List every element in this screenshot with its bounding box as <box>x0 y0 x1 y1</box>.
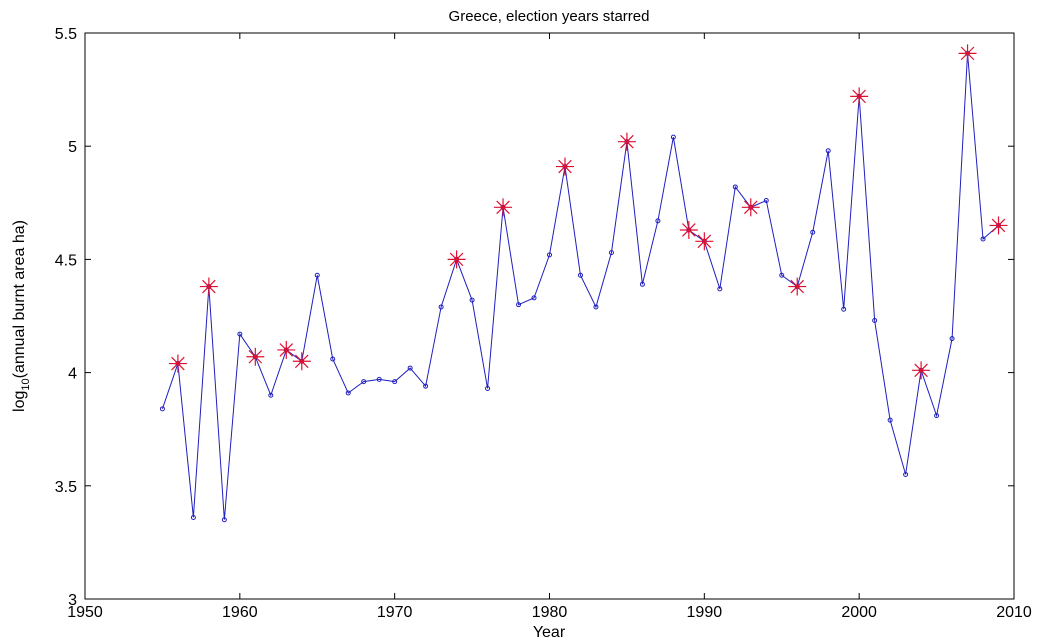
y-tick-label: 4 <box>68 366 77 383</box>
election-star-marker <box>168 354 187 373</box>
star-stroke <box>682 223 696 237</box>
data-point <box>732 184 738 190</box>
y-tick-label: 5.5 <box>55 26 77 43</box>
x-tick-label: 2010 <box>996 604 1032 621</box>
star-stroke <box>914 363 928 378</box>
data-point <box>547 252 552 258</box>
star-stroke <box>620 134 634 149</box>
star-stroke <box>202 279 216 294</box>
data-point <box>469 297 475 303</box>
election-star-marker <box>989 216 1008 235</box>
y-axis-label-rest: (annual burnt area ha) <box>11 220 28 378</box>
star-stroke <box>697 234 712 249</box>
y-tick-label: 3.5 <box>55 479 77 496</box>
star-stroke <box>960 46 975 61</box>
y-tick-label: 4.5 <box>55 252 77 269</box>
election-star-marker <box>617 132 636 151</box>
election-star-marker <box>912 361 931 380</box>
data-point <box>779 272 785 278</box>
data-point <box>577 272 583 278</box>
data-point <box>903 471 909 477</box>
data-point <box>268 392 274 398</box>
data-point <box>407 365 413 371</box>
election-star-marker <box>292 352 311 371</box>
data-point <box>887 417 893 423</box>
data-point <box>639 281 645 287</box>
x-tick-label: 2000 <box>841 604 877 621</box>
data-point <box>810 229 816 235</box>
election-star-marker <box>958 44 977 63</box>
star-stroke <box>248 349 263 364</box>
election-star-marker <box>447 250 466 269</box>
election-star-marker <box>494 198 513 217</box>
star-stroke <box>852 89 866 104</box>
data-point <box>237 331 243 337</box>
star-stroke <box>279 343 294 357</box>
data-point <box>670 134 676 140</box>
chart-marks <box>159 44 1008 523</box>
star-stroke <box>171 356 185 371</box>
election-star-marker <box>277 340 296 359</box>
y-axis-label: log10(annual burnt area ha) <box>11 220 32 412</box>
data-point <box>438 304 444 310</box>
data-point <box>593 304 599 310</box>
data-point <box>934 413 940 419</box>
x-tick-label: 1960 <box>222 604 258 621</box>
x-tick-label: 1980 <box>532 604 568 621</box>
data-point <box>608 250 614 256</box>
x-tick-label: 1970 <box>377 604 413 621</box>
data-point <box>392 379 398 385</box>
data-point <box>376 376 382 382</box>
election-star-marker <box>788 277 807 296</box>
chart-title: Greece, election years starred <box>449 8 650 25</box>
star-stroke <box>558 159 572 174</box>
data-point <box>485 385 491 391</box>
data-point <box>763 198 769 204</box>
plot-area <box>84 32 1015 600</box>
data-point <box>980 236 986 242</box>
data-point <box>423 383 429 389</box>
star-stroke <box>790 279 805 294</box>
data-point <box>531 295 537 301</box>
data-point <box>655 218 661 224</box>
data-point <box>872 318 878 324</box>
data-point <box>361 379 367 385</box>
election-star-marker <box>555 157 574 176</box>
y-axis-label-subscript: 10 <box>20 378 32 390</box>
x-axis-label: Year <box>533 624 566 641</box>
x-tick-label: 1990 <box>687 604 723 621</box>
y-tick-label: 5 <box>68 139 77 156</box>
data-point <box>825 148 831 154</box>
star-stroke <box>294 354 309 369</box>
election-star-marker <box>850 87 869 106</box>
star-stroke <box>991 218 1006 233</box>
data-point <box>516 302 522 308</box>
axis-ticks: 1950 1960 1970 1980 1990 2000 2010 3 3.5 4 4.5 5 5.5 <box>55 26 1032 621</box>
election-star-marker <box>679 220 698 239</box>
election-star-marker <box>246 347 265 366</box>
star-stroke <box>743 200 758 215</box>
election-star-marker <box>199 277 218 296</box>
data-point <box>190 514 196 520</box>
election-star-marker <box>695 232 714 251</box>
x-tick-label: 1950 <box>67 604 103 621</box>
data-point <box>717 286 723 292</box>
data-point <box>345 390 351 396</box>
y-tick-label: 3 <box>68 592 77 609</box>
star-stroke <box>496 200 510 215</box>
data-point <box>314 272 320 278</box>
data-point <box>949 336 955 342</box>
y-axis-label-base: log <box>11 391 28 412</box>
data-point <box>841 306 847 312</box>
data-point <box>221 517 227 523</box>
election-star-marker <box>741 198 760 217</box>
data-point <box>159 406 165 412</box>
data-point <box>330 356 336 362</box>
star-stroke <box>449 252 464 267</box>
